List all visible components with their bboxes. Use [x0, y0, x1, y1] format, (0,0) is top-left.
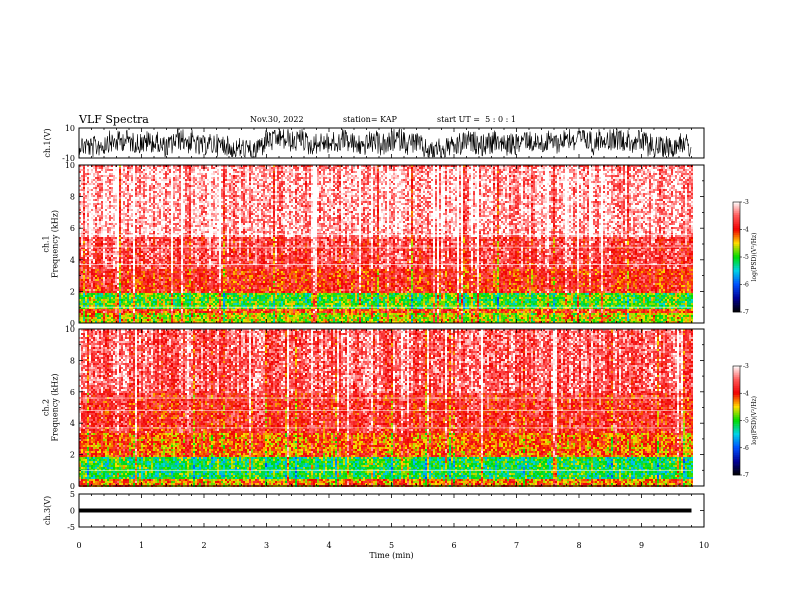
ch3-waveform-band [79, 509, 692, 513]
ch1-spec-colorbar-tick-label: -3 [743, 199, 749, 206]
ch2-spec-colorbar-tick-label: -6 [743, 445, 749, 452]
x-tick-label: 7 [514, 541, 519, 550]
x-tick-label: 6 [451, 541, 456, 550]
x-tick-label: 0 [76, 541, 81, 550]
x-tick-label: 10 [699, 541, 709, 550]
x-axis-label: Time (min) [369, 551, 413, 560]
ch2-spec-colorbar-label: log(PSD)(V²/Hz) [751, 396, 758, 445]
ch2-spec-colorbar [733, 366, 740, 475]
ch1-spec-heatmap [79, 165, 704, 323]
x-tick-label: 5 [389, 541, 394, 550]
x-tick-label: 9 [639, 541, 644, 550]
ch1-waveform-line [79, 129, 691, 157]
ch2-spec-ytick-label: 2 [70, 451, 75, 460]
ch1-spec-colorbar-tick-label: -6 [743, 282, 749, 289]
ch1-spec-ytick-label: 6 [70, 224, 75, 233]
vlf-figure: 10-10ch.1(V)0246810ch.1Frequency (kHz)-3… [0, 0, 792, 612]
x-tick-label: 2 [201, 541, 206, 550]
ch1-spec-colorbar-tick-label: -7 [743, 309, 749, 316]
x-tick-label: 8 [576, 541, 581, 550]
ch2-spec-ytick-label: 4 [70, 419, 75, 428]
ch3-wave-ytick-label: 5 [70, 490, 75, 499]
ch3-wave-ylabel: ch.3(V) [43, 496, 52, 525]
ch1-wave-ytick-label: 10 [65, 124, 75, 133]
ch1-spec-ytick-label: 4 [70, 256, 75, 265]
ch2-spec-ytick-label: 6 [70, 388, 75, 397]
ch1-spec-ytick-label: 8 [70, 193, 75, 202]
x-tick-label: 4 [326, 541, 331, 550]
ch2-spec-colorbar-tick-label: -4 [743, 390, 749, 397]
ch2-spec-ytick-label: 8 [70, 356, 75, 365]
ch1-spec-colorbar-tick-label: -5 [743, 254, 749, 261]
ch2-spec-heatmap [79, 329, 704, 487]
ch2-spec-colorbar-tick-label: -5 [743, 418, 749, 425]
ch3-wave-ytick-label: 0 [70, 507, 75, 516]
ch1-spec-colorbar-label: log(PSD)(V²/Hz) [751, 233, 758, 282]
x-tick-label: 1 [139, 541, 144, 550]
ch1-wave-ylabel: ch.1(V) [43, 128, 52, 157]
ch1-spec-ylabel: ch.1Frequency (kHz) [42, 210, 60, 278]
x-tick-label: 3 [264, 541, 269, 550]
ch1-spec-colorbar [733, 202, 740, 312]
ch2-spec-ytick-label: 10 [65, 325, 75, 334]
ch3-wave-ytick-label: -5 [67, 523, 75, 532]
ch1-spec-ytick-label: 10 [65, 161, 75, 170]
ch1-spec-colorbar-tick-label: -4 [743, 227, 749, 234]
ch1-spec-ytick-label: 2 [70, 287, 75, 296]
ch2-spec-ylabel: ch.2Frequency (kHz) [42, 373, 60, 441]
ch2-spec-colorbar-tick-label: -3 [743, 363, 749, 370]
ch2-spec-colorbar-tick-label: -7 [743, 472, 749, 479]
